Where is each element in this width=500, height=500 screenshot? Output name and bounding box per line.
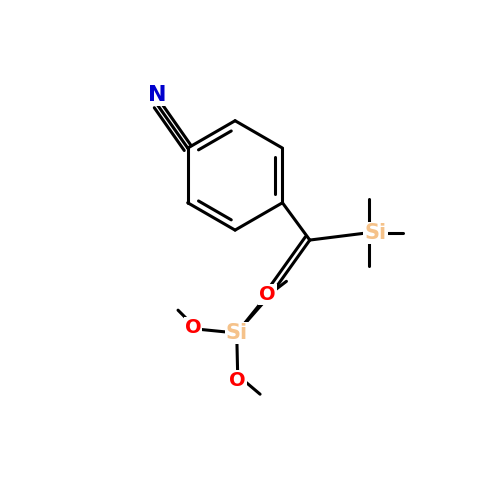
Text: Si: Si <box>364 222 386 242</box>
Text: O: O <box>184 318 202 336</box>
Text: O: O <box>259 285 276 304</box>
Text: N: N <box>148 86 166 105</box>
Text: Si: Si <box>226 323 248 343</box>
Text: O: O <box>230 371 246 390</box>
